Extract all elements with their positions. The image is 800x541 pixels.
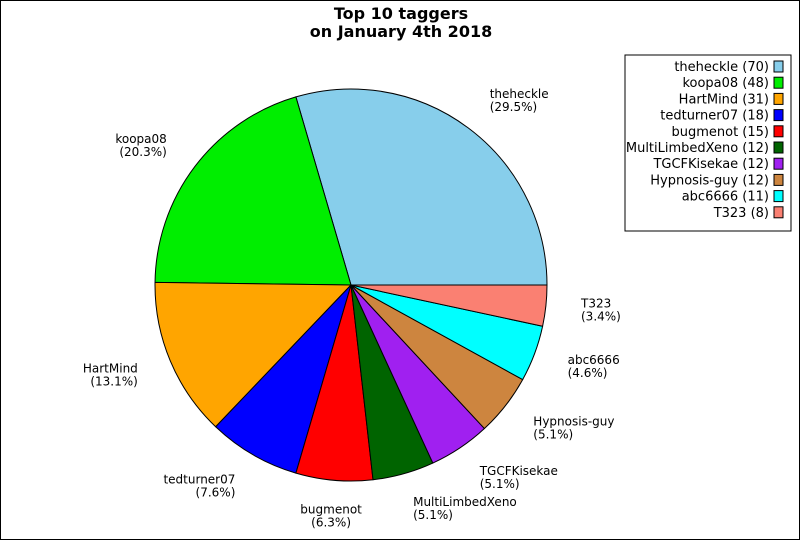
slice-percent-tgcfkisekae: (5.1%) bbox=[480, 477, 520, 491]
slice-label-tgcfkisekae: TGCFKisekae bbox=[479, 464, 558, 478]
slice-label-multilimbedxeno: MultiLimbedXeno bbox=[413, 495, 517, 509]
slice-percent-theheckle: (29.5%) bbox=[490, 100, 537, 114]
slice-labels: theheckle(29.5%) koopa08(20.3%) HartMind(1… bbox=[83, 87, 621, 530]
pie-slice-theheckle bbox=[295, 88, 548, 286]
legend: theheckle (70)koopa08 (48)HartMind (31) t… bbox=[624, 54, 792, 232]
slice-percent-hartmind: (13.1%) bbox=[90, 375, 137, 389]
legend-box bbox=[624, 54, 792, 232]
slice-percent-bugmenot: (6.3%) bbox=[311, 515, 351, 529]
slice-label-hartmind: HartMind bbox=[83, 362, 138, 376]
legend-swatch-theheckle bbox=[773, 60, 784, 73]
legend-entry-tgcfkisekae: TGCFKisekae (12) bbox=[652, 157, 769, 172]
legend-swatch-tedturner07 bbox=[773, 109, 784, 122]
slice-percent-hypnosis-guy: (5.1%) bbox=[533, 427, 573, 441]
chart-title-line-2: on January 4th 2018 bbox=[310, 22, 492, 41]
legend-swatch-tgcfkisekae bbox=[773, 157, 784, 170]
legend-swatch-t323 bbox=[773, 206, 784, 219]
legend-swatch-hartmind bbox=[773, 92, 784, 105]
legend-swatch-bugmenot bbox=[773, 125, 784, 138]
legend-entry-theheckle: theheckle (70) bbox=[674, 60, 769, 75]
pie-slice-hartmind bbox=[154, 281, 352, 428]
legend-entry-hartmind: HartMind (31) bbox=[679, 92, 769, 107]
slice-label-abc6666: abc6666 bbox=[568, 353, 620, 367]
legend-entry-multilimbedxeno: MultiLimbedXeno (12) bbox=[626, 141, 769, 156]
chart-title-line-1: Top 10 taggers bbox=[334, 4, 468, 23]
pie-slice-tedturner07 bbox=[215, 284, 352, 474]
slice-label-hypnosis-guy: Hypnosis-guy bbox=[533, 414, 614, 428]
slice-percent-abc6666: (4.6%) bbox=[568, 366, 608, 380]
legend-entry-tedturner07: tedturner07 (18) bbox=[660, 109, 769, 124]
legend-entry-koopa08: koopa08 (48) bbox=[682, 76, 769, 91]
slice-percent-koopa08: (20.3%) bbox=[119, 145, 166, 159]
legend-entry-t323: T323 (8) bbox=[713, 206, 769, 221]
legend-entry-hypnosis-guy: Hypnosis-guy (12) bbox=[650, 173, 769, 188]
legend-swatch-abc6666 bbox=[773, 190, 784, 203]
slice-label-tedturner07: tedturner07 bbox=[163, 472, 235, 486]
slice-percent-multilimbedxeno: (5.1%) bbox=[413, 508, 453, 522]
pie-slice-koopa08 bbox=[154, 96, 352, 286]
legend-entry-abc6666: abc6666 (11) bbox=[682, 190, 769, 205]
legend-entry-bugmenot: bugmenot (15) bbox=[671, 125, 769, 140]
legend-swatch-multilimbedxeno bbox=[773, 141, 784, 154]
pie-slices bbox=[154, 88, 548, 482]
slice-label-bugmenot: bugmenot bbox=[300, 502, 362, 516]
slice-percent-tedturner07: (7.6%) bbox=[196, 485, 236, 499]
slice-label-koopa08: koopa08 bbox=[115, 132, 166, 146]
slice-label-theheckle: theheckle bbox=[490, 87, 549, 101]
pie-slice-t323 bbox=[350, 284, 548, 327]
slice-percent-t323: (3.4%) bbox=[581, 310, 621, 324]
legend-swatch-hypnosis-guy bbox=[773, 173, 784, 186]
legend-swatch-koopa08 bbox=[773, 76, 784, 89]
slice-label-t323: T323 bbox=[580, 297, 611, 311]
